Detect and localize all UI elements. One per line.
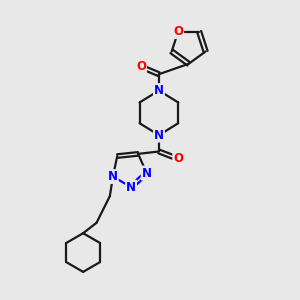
Text: N: N <box>108 170 118 183</box>
Text: O: O <box>173 152 183 165</box>
Text: N: N <box>154 129 164 142</box>
Text: N: N <box>126 181 136 194</box>
Text: N: N <box>154 84 164 97</box>
Text: O: O <box>136 60 146 73</box>
Text: N: N <box>142 167 152 179</box>
Text: O: O <box>173 25 183 38</box>
